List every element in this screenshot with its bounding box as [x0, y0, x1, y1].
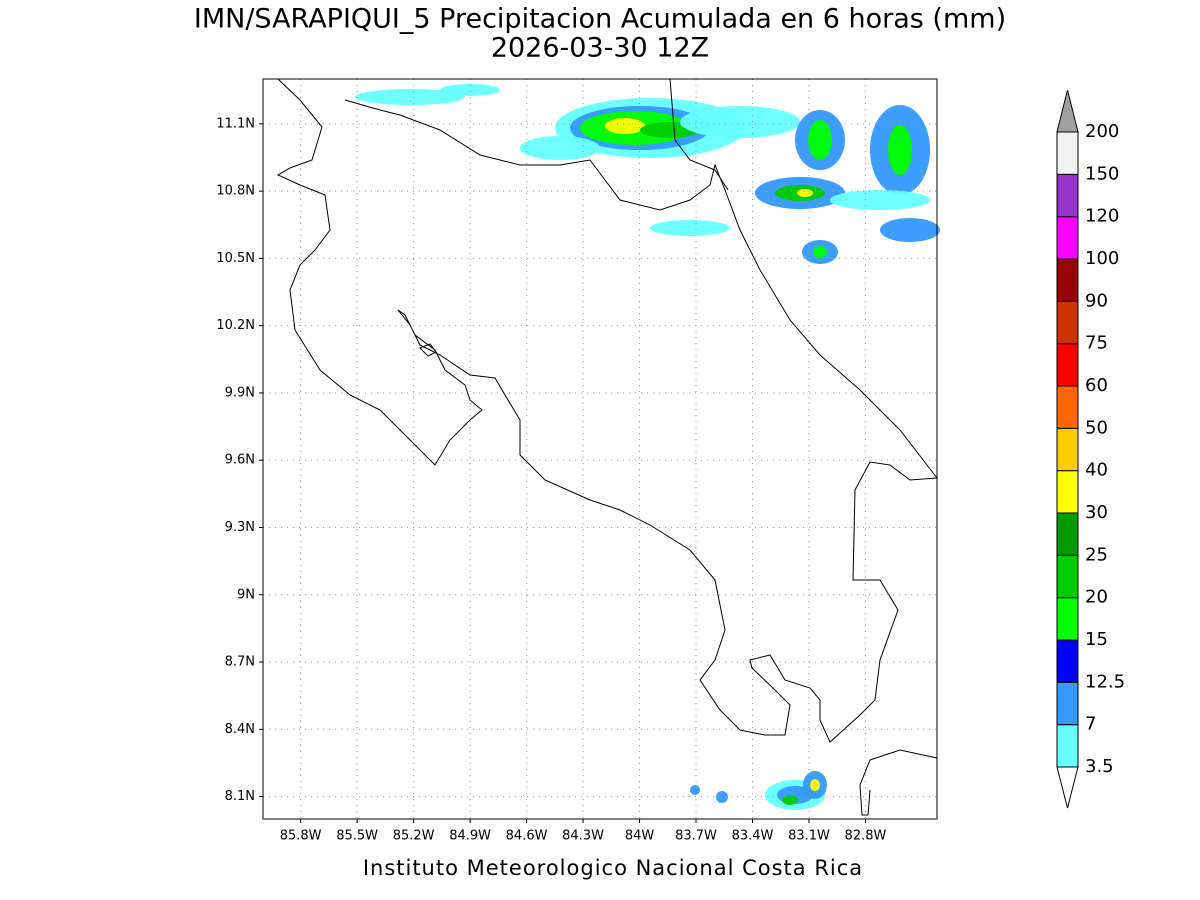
- colorbar-box: [1056, 131, 1079, 175]
- colorbar-label: 40: [1085, 460, 1108, 481]
- precip-area: [650, 220, 730, 236]
- x-tick-label: 83.4W: [732, 829, 774, 844]
- x-tick-label: 85.5W: [336, 829, 378, 844]
- colorbar-label: 75: [1085, 333, 1108, 354]
- lake-island: [419, 343, 437, 357]
- colorbar-label: 12.5: [1085, 671, 1125, 692]
- colorbar-label: 60: [1085, 375, 1108, 396]
- precip-area: [810, 779, 820, 791]
- panama-coast: [859, 749, 938, 816]
- precip-area: [797, 189, 813, 197]
- x-tick-label: 83.1W: [788, 829, 830, 844]
- y-tick-label: 10.8N: [216, 184, 255, 199]
- colorbar-box: [1056, 216, 1079, 260]
- colorbar-box: [1056, 470, 1079, 514]
- colorbar-box: [1056, 258, 1079, 302]
- colorbar-label: 3.5: [1085, 756, 1114, 777]
- colorbar: 3.5 7 12.5 15 20 25 30 40 50 60 75 90 100 120 150 200: [1056, 89, 1125, 809]
- precip-area: [808, 120, 832, 160]
- colorbar-box: [1056, 385, 1079, 429]
- colorbar-box: [1056, 724, 1079, 768]
- colorbar-box: [1056, 512, 1079, 556]
- coastline: [276, 78, 938, 816]
- colorbar-label: 100: [1085, 248, 1119, 269]
- caribbean-coast: [344, 99, 938, 479]
- colorbar-label: 25: [1085, 544, 1108, 565]
- border: [669, 78, 729, 191]
- x-tick-label: 84.6W: [506, 829, 548, 844]
- precip-area: [813, 246, 827, 258]
- colorbar-label: 200: [1085, 121, 1119, 142]
- y-tick-label: 8.4N: [225, 722, 255, 737]
- colorbar-box: [1056, 597, 1079, 641]
- colorbar-box: [1056, 343, 1079, 387]
- colorbar-box: [1056, 427, 1079, 472]
- x-tick-label: 84.3W: [562, 829, 604, 844]
- map-subtitle: 2026-03-30 12Z: [491, 33, 709, 64]
- footer: Instituto Meteorologico Nacional Costa R…: [363, 856, 863, 880]
- precip-area: [690, 785, 700, 795]
- precip-area: [440, 84, 500, 96]
- colorbar-box: [1056, 173, 1079, 218]
- precip-area: [680, 106, 800, 138]
- y-tick-label: 9N: [237, 587, 255, 602]
- y-tick-label: 9.6N: [225, 453, 255, 468]
- x-tick-label: 84.9W: [449, 829, 491, 844]
- colorbar-label: 150: [1085, 163, 1119, 184]
- colorbar-label: 120: [1085, 206, 1119, 227]
- plot-frame: [262, 78, 938, 820]
- x-tick-label: 85.2W: [393, 829, 435, 844]
- pacific-coast: [276, 78, 938, 743]
- precip-area: [716, 791, 728, 803]
- precip-area: [355, 89, 465, 105]
- y-tick-label: 9.9N: [225, 385, 255, 400]
- colorbar-label: 7: [1085, 714, 1096, 735]
- precip-area: [888, 125, 912, 175]
- precip-area: [880, 218, 940, 242]
- y-tick-label: 10.5N: [216, 251, 255, 266]
- precip-area: [782, 795, 798, 805]
- colorbar-box: [1056, 300, 1079, 345]
- colorbar-label: 50: [1085, 417, 1108, 438]
- y-tick-label: 10.2N: [216, 318, 255, 333]
- map-title: IMN/SARAPIQUI_5 Precipitacion Acumulada …: [194, 4, 1006, 35]
- colorbar-label: 30: [1085, 502, 1108, 523]
- x-tick-label: 82.8W: [845, 829, 887, 844]
- colorbar-box: [1056, 639, 1079, 683]
- precip-area: [605, 118, 645, 134]
- colorbar-label: 90: [1085, 290, 1108, 311]
- y-tick-label: 8.7N: [225, 655, 255, 670]
- precip-area: [520, 136, 600, 160]
- colorbar-over: [1056, 89, 1079, 133]
- colorbar-label: 15: [1085, 629, 1108, 650]
- y-tick-label: 8.1N: [225, 789, 255, 804]
- colorbar-box: [1056, 681, 1079, 726]
- plot-area: [263, 79, 940, 819]
- x-tick-label: 85.8W: [280, 829, 322, 844]
- colorbar-label: 20: [1085, 587, 1108, 608]
- colorbar-under: [1056, 766, 1079, 809]
- y-tick-label: 9.3N: [225, 520, 255, 535]
- precip-area: [830, 190, 930, 210]
- x-tick-label: 83.7W: [675, 829, 717, 844]
- x-tick-label: 84W: [625, 829, 655, 844]
- colorbar-box: [1056, 554, 1079, 599]
- y-tick-label: 11.1N: [216, 116, 255, 131]
